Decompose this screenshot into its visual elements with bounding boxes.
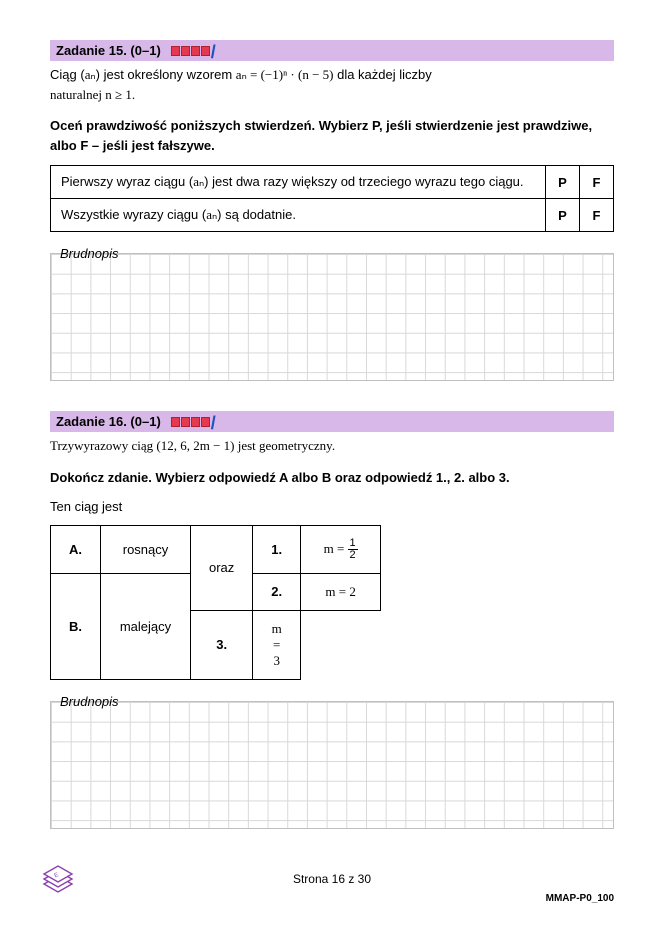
math: m = (324, 540, 348, 555)
task16-instruction: Dokończ zdanie. Wybierz odpowiedź A albo… (50, 468, 614, 488)
math: aₙ (193, 174, 204, 189)
doc-code: MMAP-P0_100 (546, 893, 614, 904)
difficulty-badge: / (171, 417, 210, 427)
scratch-label: Brudnopis (50, 246, 614, 261)
task16-text: Trzywyrazowy ciąg (12, 6, 2m − 1) jest g… (50, 436, 614, 456)
math: aₙ (206, 207, 217, 222)
choice-a[interactable]: A. (51, 525, 101, 573)
check-icon: / (211, 413, 216, 434)
stack-icon: E (40, 862, 78, 899)
connector: oraz (191, 525, 253, 610)
page-footer: E Strona 16 z 30 MMAP-P0_100 (50, 859, 614, 899)
text: dla każdej liczby (333, 67, 431, 82)
scratch-label: Brudnopis (50, 694, 614, 709)
text: ) jest dwa razy większy od trzeciego wyr… (204, 174, 523, 189)
choice-f[interactable]: F (580, 166, 614, 199)
denominator: 2 (348, 550, 358, 561)
choice-b[interactable]: B. (51, 573, 101, 679)
choice-3[interactable]: 3. (191, 610, 253, 679)
opt-1-text: m = 12 (301, 525, 381, 573)
task16-title: Zadanie 16. (0–1) (56, 414, 161, 429)
text: Pierwszy wyraz ciągu ( (61, 174, 193, 189)
pf-table: Pierwszy wyraz ciągu (aₙ) jest dwa razy … (50, 165, 614, 232)
difficulty-badge: / (171, 46, 210, 56)
task15-text: Ciąg (aₙ) jest określony wzorem aₙ = (−1… (50, 65, 614, 104)
choice-p[interactable]: P (546, 199, 580, 232)
statement-1: Pierwszy wyraz ciągu (aₙ) jest dwa razy … (51, 166, 546, 199)
table-row: Pierwszy wyraz ciągu (aₙ) jest dwa razy … (51, 166, 614, 199)
math: m = 3 (272, 621, 282, 668)
scratch-grid (50, 253, 614, 381)
choice-f[interactable]: F (580, 199, 614, 232)
task15-header: Zadanie 15. (0–1) / (50, 40, 614, 61)
text: Wszystkie wyrazy ciągu ( (61, 207, 206, 222)
statement-2: Wszystkie wyrazy ciągu (aₙ) są dodatnie. (51, 199, 546, 232)
choice-p[interactable]: P (546, 166, 580, 199)
opt-2-text: m = 2 (301, 573, 381, 610)
opt-b-text: malejący (101, 573, 191, 679)
formula: aₙ = (−1)ⁿ · (n − 5) (236, 67, 334, 82)
text: Trzywyrazowy ciąg (12, 6, 2m − 1) jest g… (50, 438, 335, 453)
check-icon: / (211, 42, 216, 63)
math: m = 2 (325, 584, 355, 599)
text: ) są dodatnie. (217, 207, 296, 222)
page-number: Strona 16 z 30 (50, 872, 614, 886)
task16-header: Zadanie 16. (0–1) / (50, 411, 614, 432)
task15-instruction: Oceń prawdziwość poniższych stwierdzeń. … (50, 116, 614, 155)
table-row: Wszystkie wyrazy ciągu (aₙ) są dodatnie.… (51, 199, 614, 232)
choice-2[interactable]: 2. (253, 573, 301, 610)
option-table: A. rosnący oraz 1. m = 12 B. malejący 2.… (50, 525, 381, 680)
table-row: A. rosnący oraz 1. m = 12 (51, 525, 381, 573)
scratch-grid (50, 701, 614, 829)
text: ) jest określony wzorem (96, 67, 236, 82)
opt-3-text: m = 3 (253, 610, 301, 679)
task16-lead: Ten ciąg jest (50, 497, 614, 517)
choice-1[interactable]: 1. (253, 525, 301, 573)
task15-title: Zadanie 15. (0–1) (56, 43, 161, 58)
numerator: 1 (348, 538, 358, 550)
text: naturalnej n ≥ 1. (50, 87, 135, 102)
math: aₙ (85, 67, 96, 82)
opt-a-text: rosnący (101, 525, 191, 573)
text: Ciąg ( (50, 67, 85, 82)
